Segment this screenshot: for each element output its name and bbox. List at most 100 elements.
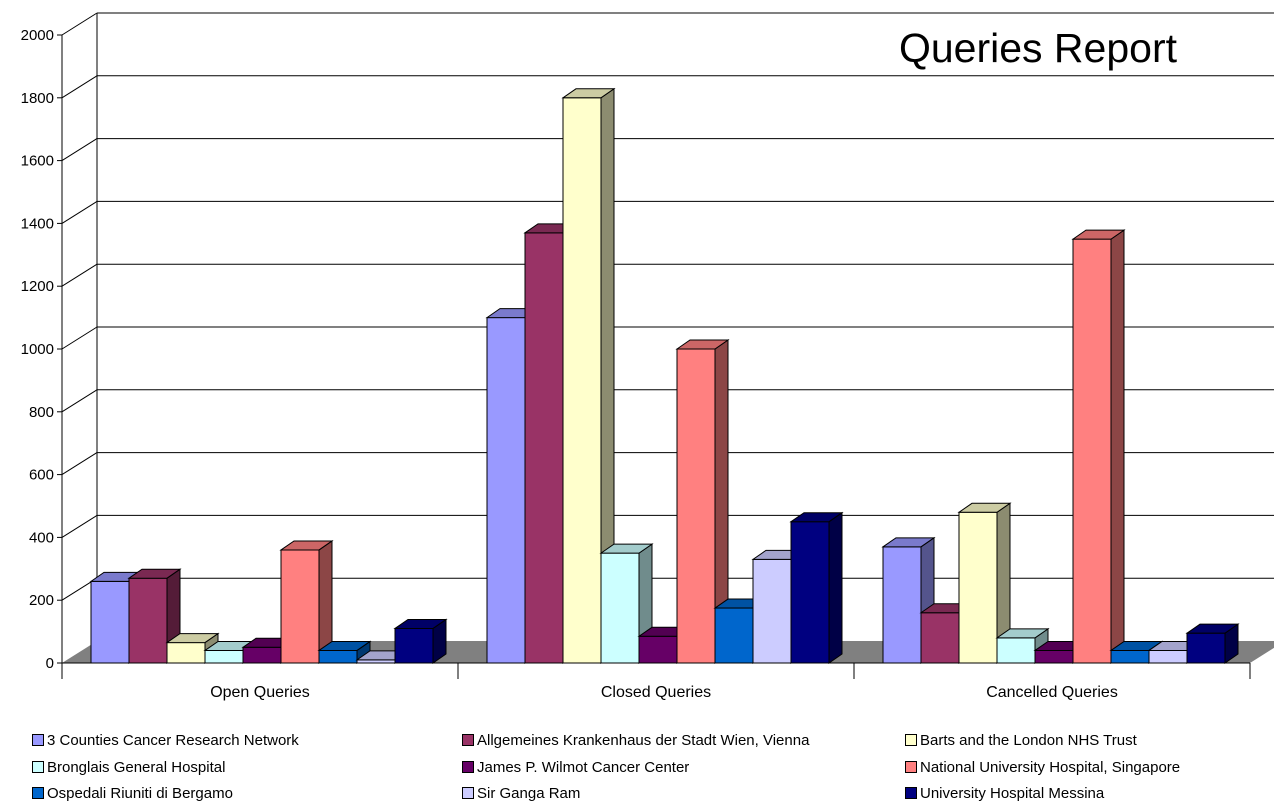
bar: [1185, 623, 1240, 664]
bar-front: [996, 637, 1036, 664]
bar-front: [242, 646, 282, 664]
bar-front: [638, 635, 678, 664]
gridline-side: [61, 138, 98, 162]
bar: [957, 502, 1012, 664]
legend-item: James P. Wilmot Cancer Center: [462, 759, 689, 776]
gridline-side: [61, 12, 98, 36]
legend-item: 3 Counties Cancer Research Network: [32, 732, 299, 749]
gridline-side: [61, 326, 98, 350]
legend-item: University Hospital Messina: [905, 785, 1104, 802]
y-tick-label: 0: [46, 655, 54, 672]
y-tick-label: 2000: [21, 27, 54, 44]
legend-item: Barts and the London NHS Trust: [905, 732, 1137, 749]
legend-label: Barts and the London NHS Trust: [920, 732, 1137, 749]
bar-front: [166, 642, 206, 664]
y-tick-label: 600: [29, 467, 54, 484]
y-tick-label: 1000: [21, 341, 54, 358]
gridline-side: [61, 75, 98, 99]
bar: [881, 536, 936, 664]
legend-label: Sir Ganga Ram: [477, 785, 581, 802]
gridline-side: [61, 514, 98, 538]
bar: [393, 618, 448, 664]
legend: 3 Counties Cancer Research Network Allgem…: [0, 725, 1274, 809]
bar-top: [393, 618, 448, 629]
bar-front: [524, 232, 564, 664]
bar-front: [318, 649, 358, 664]
bar-side: [1110, 229, 1125, 664]
bar-front: [752, 558, 792, 664]
bar-front: [676, 348, 716, 664]
x-category-label: Open Queries: [210, 684, 310, 701]
bar: [561, 87, 616, 664]
bar-front: [1034, 649, 1074, 664]
bar-front: [562, 97, 602, 664]
bar-front: [1110, 649, 1150, 664]
legend-label: 3 Counties Cancer Research Network: [47, 732, 299, 749]
legend-item: Bronglais General Hospital: [32, 759, 225, 776]
bar-front: [1186, 632, 1226, 664]
legend-item: Allgemeines Krankenhaus der Stadt Wien, …: [462, 732, 809, 749]
y-tick-label: 200: [29, 592, 54, 609]
bar: [789, 511, 844, 664]
bar-front: [1072, 238, 1112, 664]
bar-front: [90, 580, 130, 664]
bars: [89, 87, 1240, 664]
bar-front: [958, 511, 998, 664]
legend-label: University Hospital Messina: [920, 785, 1105, 802]
legend-swatch: [462, 734, 474, 746]
bar-top: [127, 568, 182, 579]
bar-front: [714, 607, 754, 664]
legend-label: Bronglais General Hospital: [47, 759, 226, 776]
legend-label: Ospedali Riuniti di Bergamo: [47, 785, 233, 802]
legend-item: Ospedali Riuniti di Bergamo: [32, 785, 233, 802]
y-tick-label: 1400: [21, 215, 54, 232]
legend-swatch: [905, 787, 917, 799]
legend-swatch: [32, 761, 44, 773]
bar-top: [599, 543, 654, 554]
legend-label: Allgemeines Krankenhaus der Stadt Wien, …: [477, 732, 810, 749]
bar-front: [204, 649, 244, 664]
y-tick-labels: 0 200 400 600 800 1000 1200 1400 1600 1800 2000: [21, 27, 54, 672]
bar-top: [317, 640, 372, 651]
bar-side: [828, 511, 843, 664]
y-tick-label: 1600: [21, 153, 54, 170]
gridline-side: [61, 263, 98, 287]
chart-title: Queries Report: [899, 25, 1178, 71]
legend-swatch: [32, 787, 44, 799]
gridline-side: [61, 389, 98, 413]
x-category-label: Cancelled Queries: [986, 684, 1118, 701]
bar-front: [394, 627, 434, 664]
bar: [279, 540, 334, 664]
legend-swatch: [462, 761, 474, 773]
bar-top: [789, 512, 844, 523]
bar-front: [486, 317, 526, 664]
bar-front: [128, 577, 168, 664]
gridline-side: [61, 200, 98, 224]
bar-top: [881, 537, 936, 548]
bar-top: [1185, 623, 1240, 634]
bar-top: [675, 339, 730, 350]
y-tick-label: 1800: [21, 90, 54, 107]
legend-item: Sir Ganga Ram: [462, 785, 580, 802]
bar-front: [920, 612, 960, 664]
legend-swatch: [32, 734, 44, 746]
bar-front: [600, 552, 640, 664]
bar-front: [882, 546, 922, 664]
bar-front: [790, 521, 830, 664]
bar-top: [1071, 229, 1126, 240]
legend-label: James P. Wilmot Cancer Center: [477, 759, 690, 776]
axes: [57, 34, 1251, 679]
bar-top: [561, 88, 616, 99]
y-tick-label: 800: [29, 404, 54, 421]
bar-front: [280, 549, 320, 664]
legend-swatch: [905, 761, 917, 773]
x-category-labels: Open Queries Closed Queries Cancelled Quer…: [210, 684, 1118, 701]
y-tick-label: 1200: [21, 278, 54, 295]
bar-top: [957, 502, 1012, 513]
legend-item: National University Hospital, Singapore: [905, 759, 1180, 776]
legend-swatch: [462, 787, 474, 799]
legend-label: National University Hospital, Singapore: [920, 759, 1181, 776]
bar-front: [1148, 649, 1188, 664]
bar-top: [165, 633, 220, 644]
